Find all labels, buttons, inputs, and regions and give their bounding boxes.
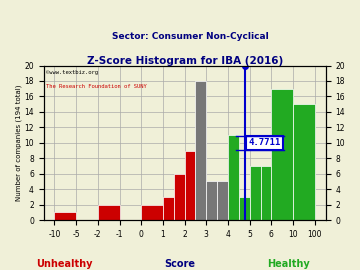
Bar <box>195 81 206 220</box>
Bar <box>239 197 250 220</box>
Bar <box>261 166 271 220</box>
Bar <box>271 89 293 220</box>
Bar <box>163 197 174 220</box>
Y-axis label: Number of companies (194 total): Number of companies (194 total) <box>15 85 22 201</box>
Title: Z-Score Histogram for IBA (2016): Z-Score Histogram for IBA (2016) <box>86 56 283 66</box>
Text: Unhealthy: Unhealthy <box>37 259 93 269</box>
Text: The Research Foundation of SUNY: The Research Foundation of SUNY <box>46 84 147 89</box>
Bar <box>206 181 217 220</box>
Bar <box>250 166 261 220</box>
Text: Healthy: Healthy <box>267 259 309 269</box>
Bar <box>293 104 315 220</box>
Text: Sector: Consumer Non-Cyclical: Sector: Consumer Non-Cyclical <box>112 32 269 41</box>
Bar <box>174 174 185 220</box>
Bar <box>54 212 76 220</box>
Text: Score: Score <box>165 259 195 269</box>
Text: 4.7711: 4.7711 <box>248 138 280 147</box>
Bar <box>185 150 195 220</box>
Bar <box>141 205 163 220</box>
Bar <box>98 205 120 220</box>
Text: ©www.textbiz.org: ©www.textbiz.org <box>46 70 98 75</box>
Bar <box>228 135 239 220</box>
Bar <box>217 181 228 220</box>
